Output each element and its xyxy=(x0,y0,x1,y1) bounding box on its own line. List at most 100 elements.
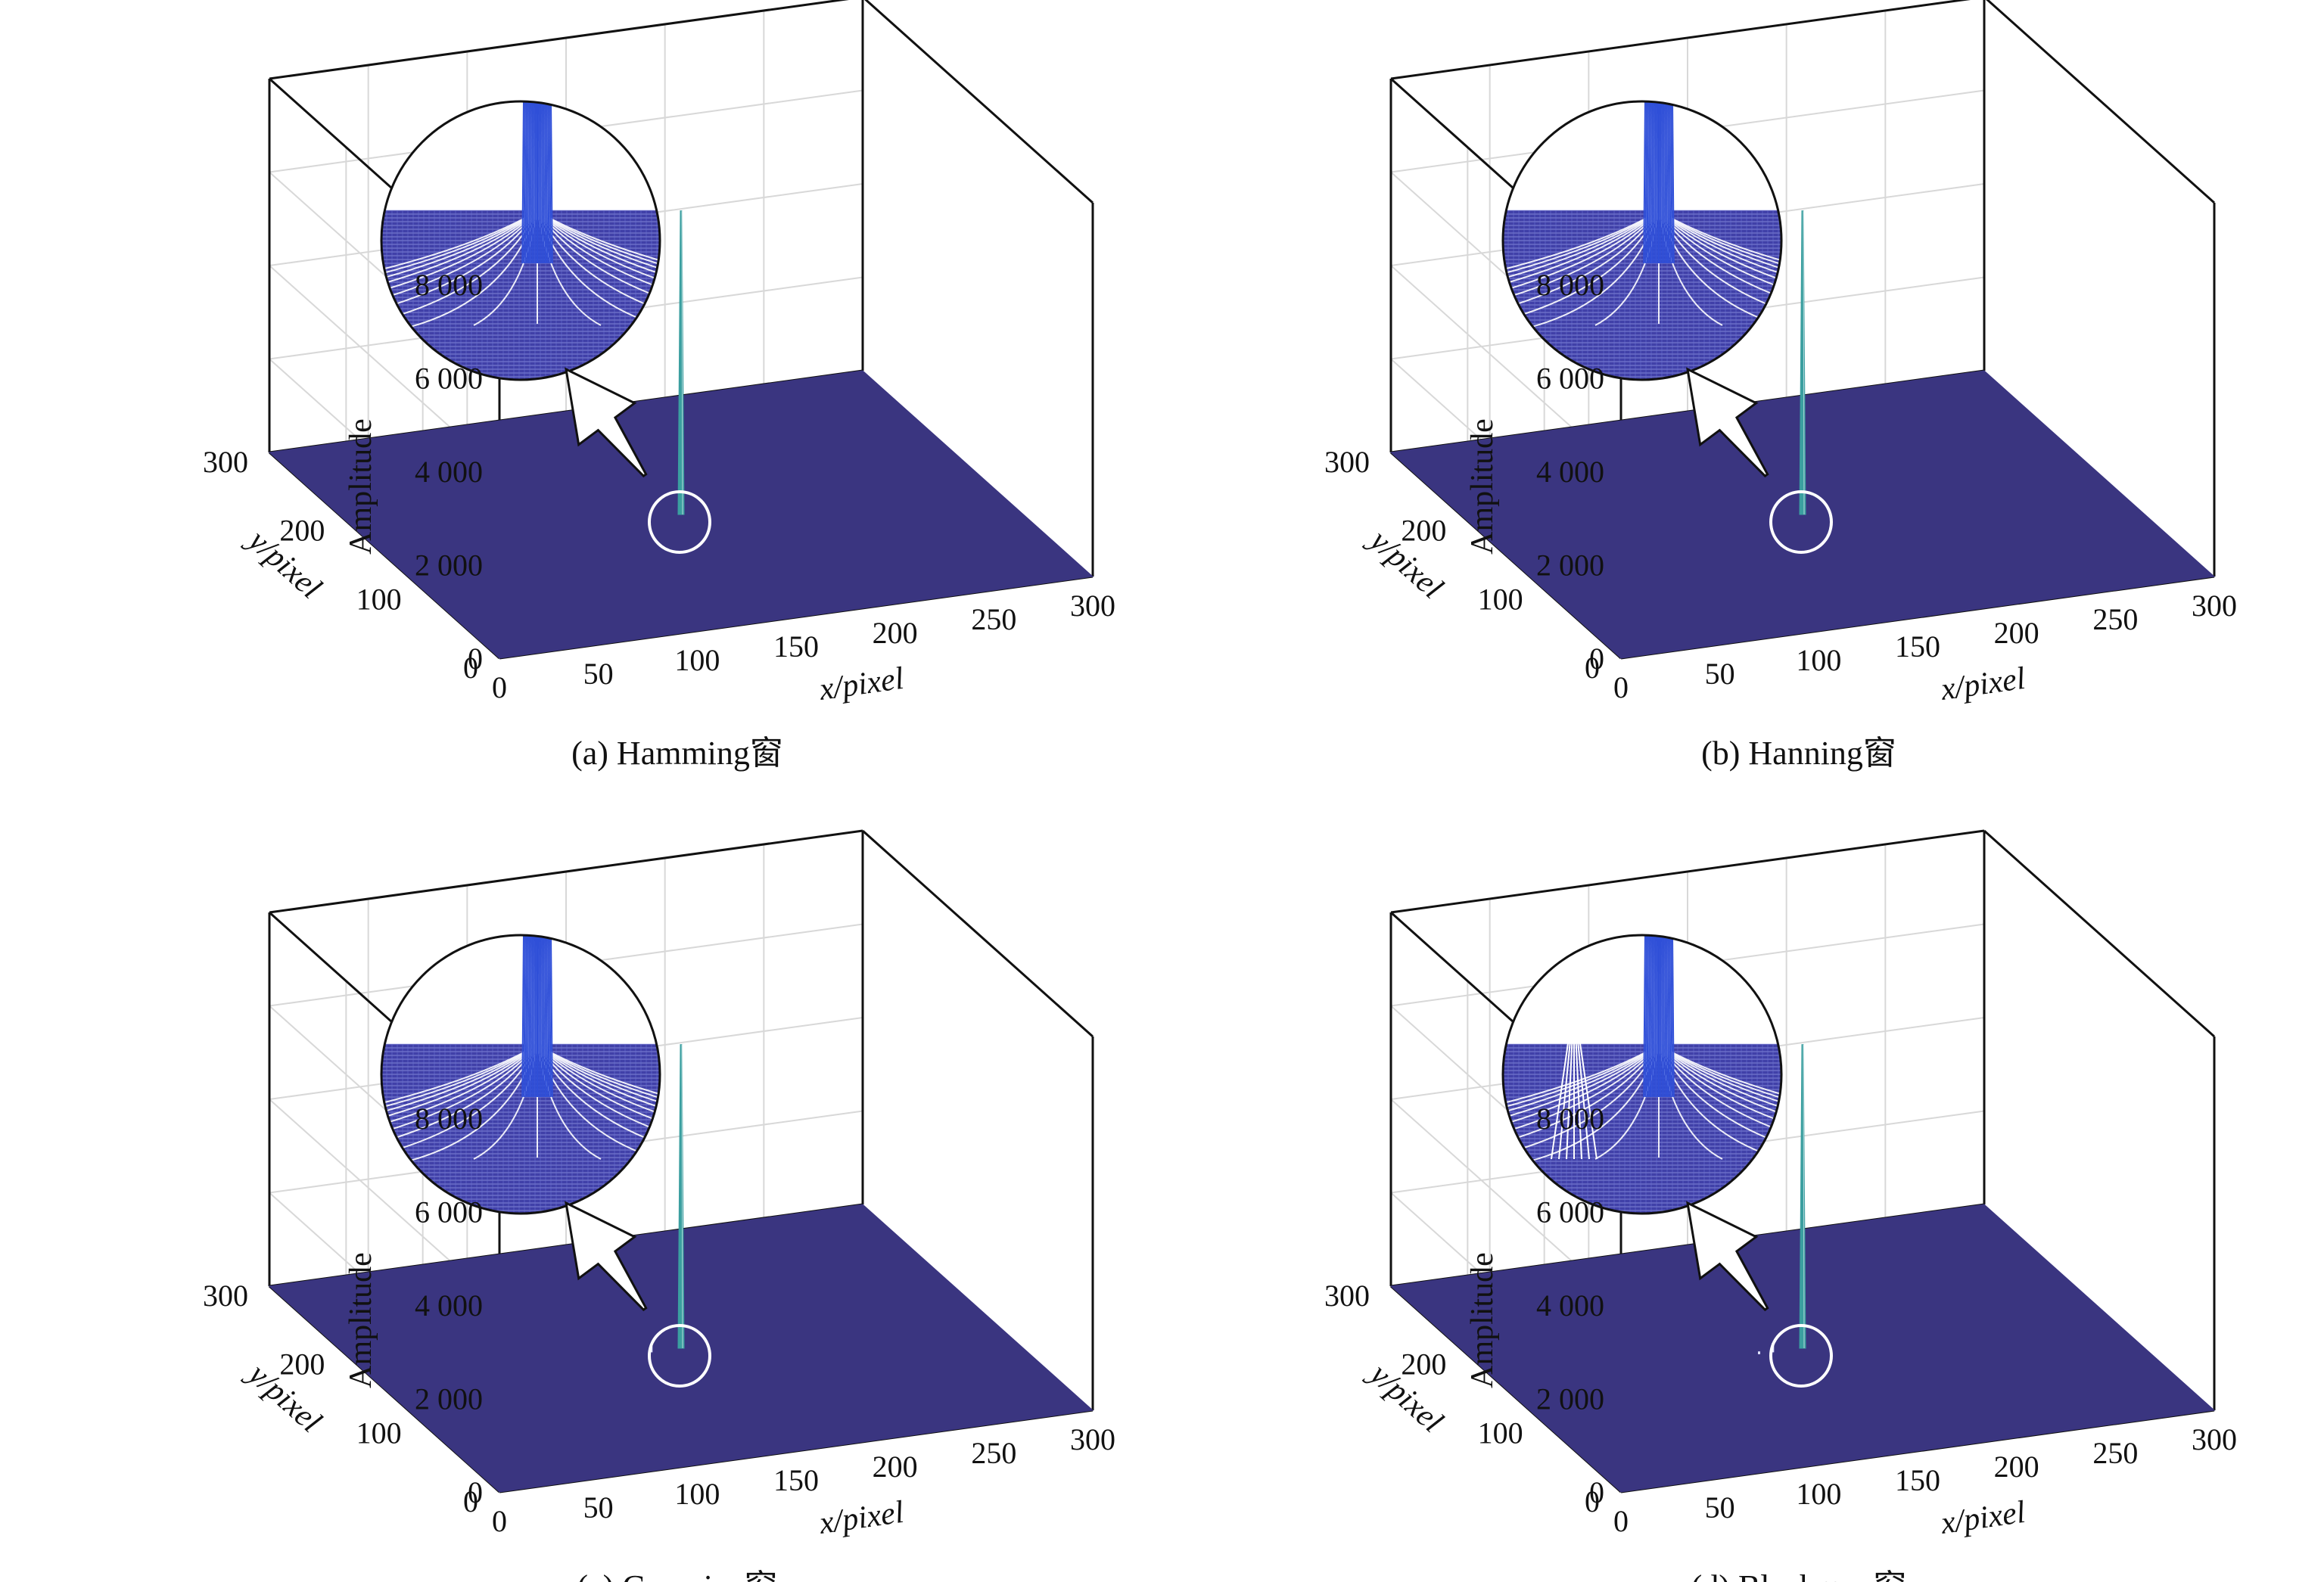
inset-peak-line xyxy=(1661,101,1781,331)
box-edge xyxy=(269,829,863,914)
inset-border xyxy=(380,934,661,1215)
z-axis-label: Amplitude xyxy=(344,1252,378,1388)
inset-border xyxy=(1501,100,1783,381)
inset-peak-spike xyxy=(528,101,530,264)
inset-peak-line xyxy=(1665,101,1781,337)
inset-peak-line xyxy=(1663,935,1781,1167)
inset-peak-spike xyxy=(546,935,549,1098)
y-tick-label: 200 xyxy=(279,1347,325,1382)
inset-peak-spike xyxy=(1672,101,1675,264)
inset-peak-line xyxy=(542,935,660,1167)
main-peak xyxy=(677,1044,685,1349)
x-tick-label: 150 xyxy=(1895,1463,1940,1497)
inset-peak-spike xyxy=(547,935,550,1098)
zoom-arrow xyxy=(565,367,648,478)
inset-peak-spike xyxy=(523,101,526,264)
inset-peak-line xyxy=(1503,935,1650,1173)
x-tick-label: 300 xyxy=(1070,589,1115,623)
z-axis-label: Amplitude xyxy=(1465,418,1500,555)
panel-b: 0 2 000 4 000 6 000 8 000 0 50 100 150 200 250 300 0… xyxy=(1324,0,2237,772)
y-tick-label: 300 xyxy=(1324,445,1370,479)
z-tick-label: 6 000 xyxy=(1536,362,1604,396)
inset-peak-spike xyxy=(550,101,553,264)
x-tick-label: 250 xyxy=(2092,602,2138,636)
box-edge xyxy=(269,0,849,80)
inset-peak-spike xyxy=(1663,101,1665,264)
x-tick-label: 300 xyxy=(1070,1422,1115,1456)
y-tick-label: 0 xyxy=(1585,651,1600,685)
inset-peak-spike xyxy=(1667,935,1670,1098)
inset-peak-line xyxy=(381,935,534,1166)
z-tick-label: 8 000 xyxy=(415,268,483,302)
inset-peak-line xyxy=(381,101,530,338)
inset-peak-spike xyxy=(1646,101,1649,264)
inset-peak-spike xyxy=(549,935,552,1098)
inset-peak-line xyxy=(1531,935,1658,1161)
inset-peak-line xyxy=(1664,101,1781,335)
inset-peak-spike xyxy=(541,101,543,264)
highlight-circle xyxy=(1769,1324,1833,1388)
y-tick-label: 200 xyxy=(1401,1347,1446,1382)
inset-peak-line xyxy=(1503,101,1654,334)
x-tick-label: 300 xyxy=(2192,1422,2237,1456)
z-tick-label: 2 000 xyxy=(415,549,483,583)
z-tick-label: 8 000 xyxy=(1536,268,1604,302)
x-tick-label: 250 xyxy=(971,602,1016,636)
z-axis-label: Amplitude xyxy=(1465,1252,1500,1388)
inset-peak-spike xyxy=(1647,101,1650,264)
inset-peak-line xyxy=(381,101,529,340)
inset-peak-spike xyxy=(1672,935,1675,1098)
inset-peak-spike xyxy=(523,935,526,1098)
box-edge xyxy=(1986,0,2216,204)
inset-peak-line xyxy=(543,101,660,335)
y-tick-label: 200 xyxy=(1401,514,1446,548)
y-tick-label: 0 xyxy=(1585,1484,1600,1518)
inset-peak-line xyxy=(1503,935,1654,1169)
inset-peak-line xyxy=(1503,101,1655,332)
inset-peak-line xyxy=(381,935,530,1172)
inset-peak-spike xyxy=(1664,101,1666,264)
inset-peak-spike xyxy=(524,101,527,264)
main-peak xyxy=(1799,1044,1806,1349)
x-tick-label: 250 xyxy=(971,1436,1016,1470)
inset-peak-line xyxy=(1503,935,1652,1172)
inset-peak-spike xyxy=(544,935,546,1098)
z-tick-label: 4 000 xyxy=(1536,455,1604,489)
inset-peak-spike xyxy=(549,101,552,264)
x-tick-label: 100 xyxy=(1796,643,1841,677)
inset-secondary-spike xyxy=(1566,1013,1575,1160)
main-peak-highlight xyxy=(681,210,683,515)
x-tick-label: 250 xyxy=(2092,1436,2138,1470)
inset-peak-line xyxy=(542,101,660,334)
inset-peak-line xyxy=(543,935,660,1169)
inset-peak-line xyxy=(381,935,531,1170)
z-tick-label: 0 xyxy=(1589,642,1604,676)
z-tick-label: 8 000 xyxy=(1536,1102,1604,1136)
inset-peak-line xyxy=(381,101,531,337)
panel-d: 0 2 000 4 000 6 000 8 000 0 50 100 150 200 250 300 0… xyxy=(1324,829,2237,1582)
magnified-inset xyxy=(1501,934,1783,1215)
inset-peak-spike xyxy=(530,935,532,1098)
inset-peak-line xyxy=(1503,101,1650,340)
inset-peak-spike xyxy=(528,935,530,1098)
z-tick-label: 6 000 xyxy=(415,1195,483,1229)
y-tick-label: 0 xyxy=(463,651,478,685)
inset-peak-line xyxy=(381,101,535,331)
z-tick-label: 2 000 xyxy=(1536,549,1604,583)
x-tick-label: 300 xyxy=(2192,589,2237,623)
z-tick-label: 2 000 xyxy=(1536,1382,1604,1416)
inset-peak-line xyxy=(409,101,537,328)
inset-peak-line xyxy=(544,101,660,338)
inset-peak-spike xyxy=(1663,935,1665,1098)
inset-secondary-spike xyxy=(1558,1013,1574,1160)
magnified-inset xyxy=(380,100,661,381)
inset-peak-spike xyxy=(1666,935,1668,1098)
inset-peak-spike xyxy=(530,101,532,264)
z-tick-label: 2 000 xyxy=(415,1382,483,1416)
inset-peak-line xyxy=(381,935,532,1169)
y-tick-label: 300 xyxy=(203,445,248,479)
inset-secondary-spike xyxy=(1551,1013,1573,1160)
inset-peak-spike xyxy=(1669,935,1672,1098)
highlight-circle xyxy=(1769,490,1833,554)
inset-peak-line xyxy=(381,101,534,332)
